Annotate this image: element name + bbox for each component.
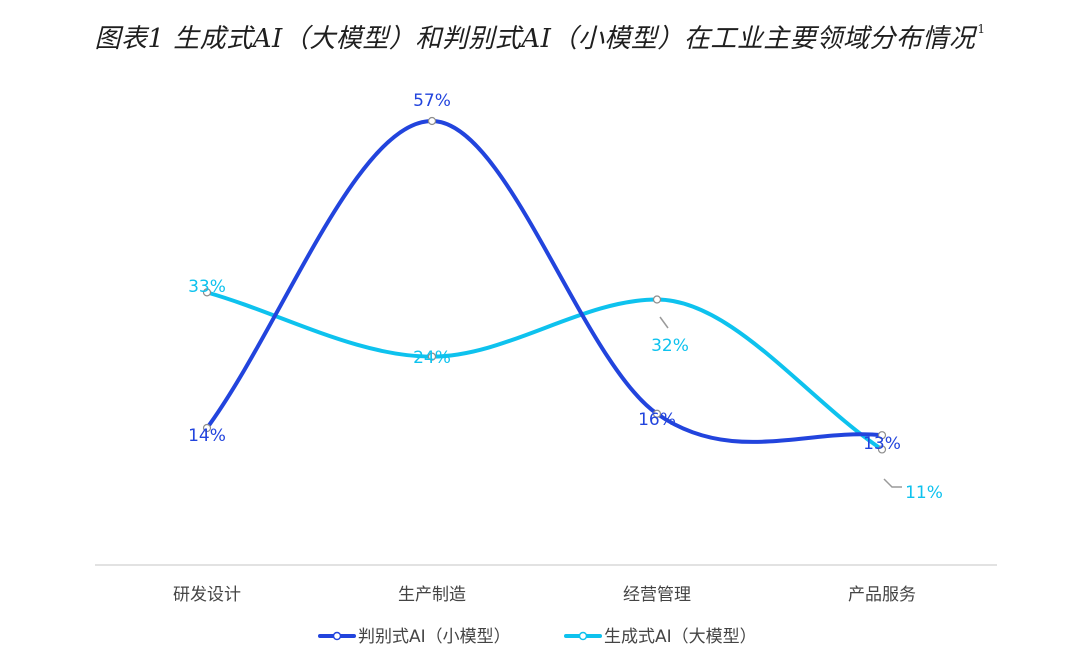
x-tick-label: 生产制造: [398, 585, 466, 605]
series-line: [205, 290, 884, 452]
label-leader-line: [659, 316, 669, 329]
legend: 判别式AI（小模型） 生成式AI（大模型）: [318, 627, 757, 647]
x-tick-label: 研发设计: [173, 585, 241, 605]
legend-label: 判别式AI（小模型）: [358, 627, 511, 647]
data-label: 24%: [413, 348, 451, 368]
chart-title-footnote: 1: [977, 22, 986, 36]
data-label: 32%: [651, 336, 689, 356]
legend-marker: [332, 631, 342, 641]
data-labels: 14% 57% 16% 13% 33% 24% 32% 11%: [188, 91, 943, 503]
legend-label: 生成式AI（大模型）: [604, 627, 757, 647]
data-label: 13%: [863, 434, 901, 454]
chart-title: 图表1 生成式AI（大模型）和判别式AI（小模型）在工业主要领域分布情况 1: [0, 18, 1080, 55]
series-line: [205, 119, 884, 444]
data-label: 16%: [638, 410, 676, 430]
chart-title-text: 图表1 生成式AI（大模型）和判别式AI（小模型）在工业主要领域分布情况: [94, 24, 976, 54]
data-label: 57%: [413, 91, 451, 111]
data-label: 11%: [905, 483, 943, 503]
legend-marker: [578, 631, 588, 641]
x-tick-label: 产品服务: [848, 585, 916, 605]
data-point: [652, 295, 662, 304]
data-point: [202, 423, 212, 433]
series-lines: [205, 119, 884, 452]
series-points: [202, 116, 887, 454]
label-leader-line: [883, 478, 902, 488]
x-tick-label: 经营管理: [623, 585, 691, 605]
data-label: 14%: [188, 426, 226, 446]
data-point: [427, 116, 437, 126]
legend-item: 生成式AI（大模型）: [564, 627, 757, 647]
data-point: [202, 288, 212, 297]
data-point: [652, 409, 662, 418]
data-point: [877, 431, 887, 440]
legend-item: 判别式AI（小模型）: [318, 627, 511, 647]
data-point: [877, 445, 887, 454]
data-label: 33%: [188, 277, 226, 297]
x-axis: 研发设计 生产制造 经营管理 产品服务: [95, 564, 997, 605]
data-point: [427, 352, 437, 361]
